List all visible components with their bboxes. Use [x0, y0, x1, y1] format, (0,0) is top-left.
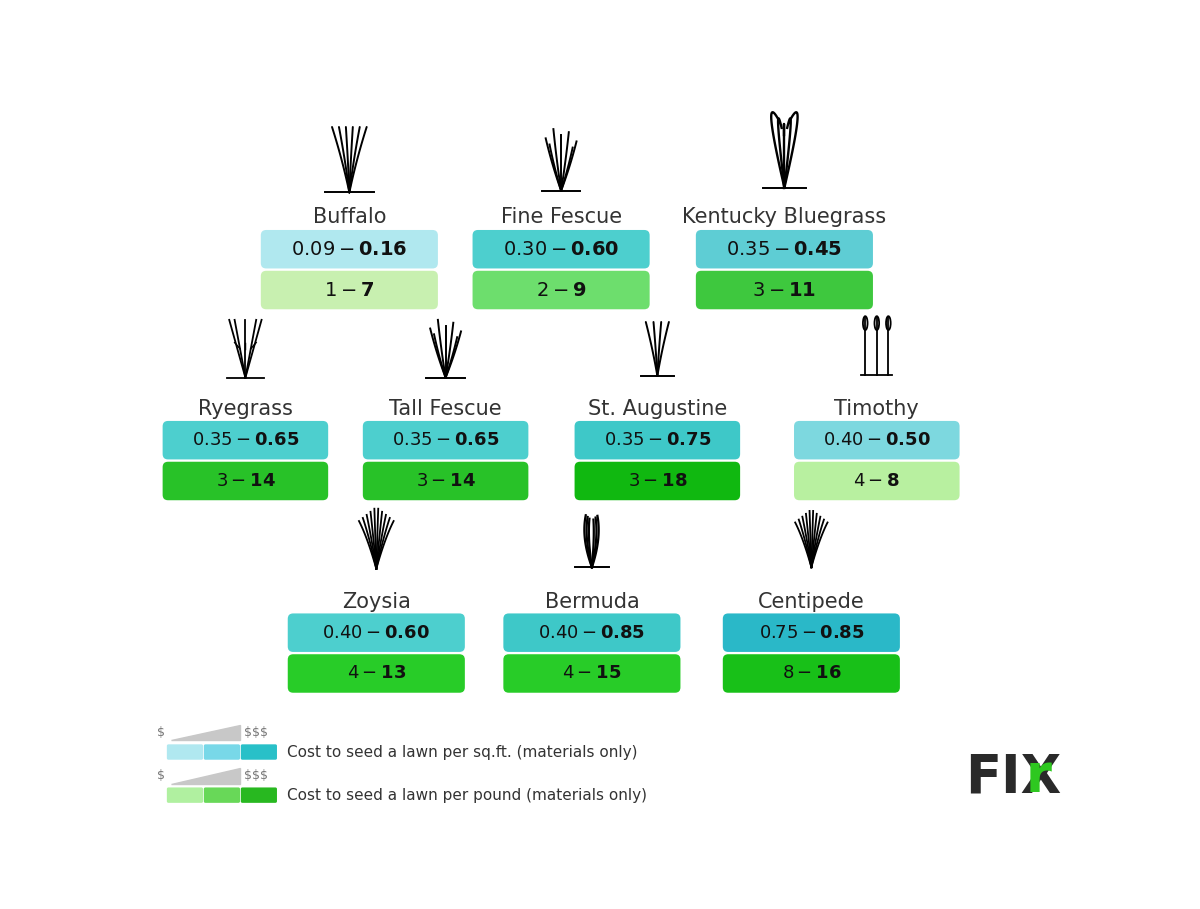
FancyBboxPatch shape [722, 654, 900, 693]
FancyBboxPatch shape [241, 744, 277, 760]
Text: Timothy: Timothy [834, 399, 919, 419]
Text: $8 - $16: $8 - $16 [781, 664, 841, 683]
FancyBboxPatch shape [260, 230, 438, 268]
Text: Bermuda: Bermuda [545, 592, 640, 612]
Text: r: r [1026, 752, 1051, 804]
FancyBboxPatch shape [167, 787, 203, 803]
FancyBboxPatch shape [163, 462, 328, 500]
FancyBboxPatch shape [362, 421, 528, 459]
Text: $1 - $7: $1 - $7 [324, 281, 374, 300]
Text: $0.35 - $0.45: $0.35 - $0.45 [726, 240, 842, 259]
Text: $$$: $$$ [244, 769, 268, 783]
Text: $0.40 - $0.50: $0.40 - $0.50 [823, 431, 931, 449]
Text: $3 - $14: $3 - $14 [415, 472, 475, 490]
Text: $3 - $11: $3 - $11 [752, 281, 816, 300]
Text: Zoysia: Zoysia [342, 592, 410, 612]
FancyBboxPatch shape [362, 462, 528, 500]
Text: $0.35 - $0.65: $0.35 - $0.65 [392, 431, 499, 449]
FancyBboxPatch shape [204, 744, 240, 760]
Polygon shape [170, 768, 240, 784]
FancyBboxPatch shape [722, 614, 900, 652]
Text: Tall Fescue: Tall Fescue [389, 399, 502, 419]
Text: $0.35 - $0.75: $0.35 - $0.75 [604, 431, 712, 449]
Text: Ryegrass: Ryegrass [198, 399, 293, 419]
FancyBboxPatch shape [167, 744, 203, 760]
Text: $3 - $14: $3 - $14 [216, 472, 275, 490]
Text: $0.75 - $0.85: $0.75 - $0.85 [758, 624, 864, 642]
Text: FIX: FIX [965, 752, 1062, 804]
Text: $3 - $18: $3 - $18 [628, 472, 688, 490]
Text: Cost to seed a lawn per sq.ft. (materials only): Cost to seed a lawn per sq.ft. (material… [287, 744, 637, 760]
Text: Cost to seed a lawn per pound (materials only): Cost to seed a lawn per pound (materials… [287, 788, 647, 803]
FancyBboxPatch shape [260, 271, 438, 309]
Text: $0.30 - $0.60: $0.30 - $0.60 [503, 240, 619, 259]
FancyBboxPatch shape [204, 787, 240, 803]
FancyBboxPatch shape [575, 462, 740, 500]
FancyBboxPatch shape [241, 787, 277, 803]
Text: $: $ [156, 769, 164, 783]
FancyBboxPatch shape [473, 230, 649, 268]
FancyBboxPatch shape [794, 421, 960, 459]
Text: $0.09 - $0.16: $0.09 - $0.16 [292, 240, 408, 259]
Text: $$$: $$$ [244, 726, 268, 739]
FancyBboxPatch shape [503, 614, 680, 652]
FancyBboxPatch shape [473, 271, 649, 309]
Text: $0.40 - $0.85: $0.40 - $0.85 [539, 624, 646, 642]
Text: Fine Fescue: Fine Fescue [500, 207, 622, 227]
Text: $0.35 - $0.65: $0.35 - $0.65 [192, 431, 299, 449]
Text: $4 - $13: $4 - $13 [347, 664, 406, 683]
Text: $0.40 - $0.60: $0.40 - $0.60 [323, 624, 430, 642]
Text: $2 - $9: $2 - $9 [536, 281, 587, 300]
FancyBboxPatch shape [575, 421, 740, 459]
Text: St. Augustine: St. Augustine [588, 399, 727, 419]
Text: $4 - $8: $4 - $8 [853, 472, 900, 490]
Text: $4 - $15: $4 - $15 [563, 664, 622, 683]
Text: Buffalo: Buffalo [312, 207, 386, 227]
FancyBboxPatch shape [288, 614, 464, 652]
FancyBboxPatch shape [696, 271, 872, 309]
Text: Centipede: Centipede [758, 592, 865, 612]
Polygon shape [170, 725, 240, 741]
Text: Kentucky Bluegrass: Kentucky Bluegrass [683, 207, 887, 227]
FancyBboxPatch shape [794, 462, 960, 500]
FancyBboxPatch shape [696, 230, 872, 268]
FancyBboxPatch shape [503, 654, 680, 693]
FancyBboxPatch shape [288, 654, 464, 693]
FancyBboxPatch shape [163, 421, 328, 459]
Text: $: $ [156, 726, 164, 739]
